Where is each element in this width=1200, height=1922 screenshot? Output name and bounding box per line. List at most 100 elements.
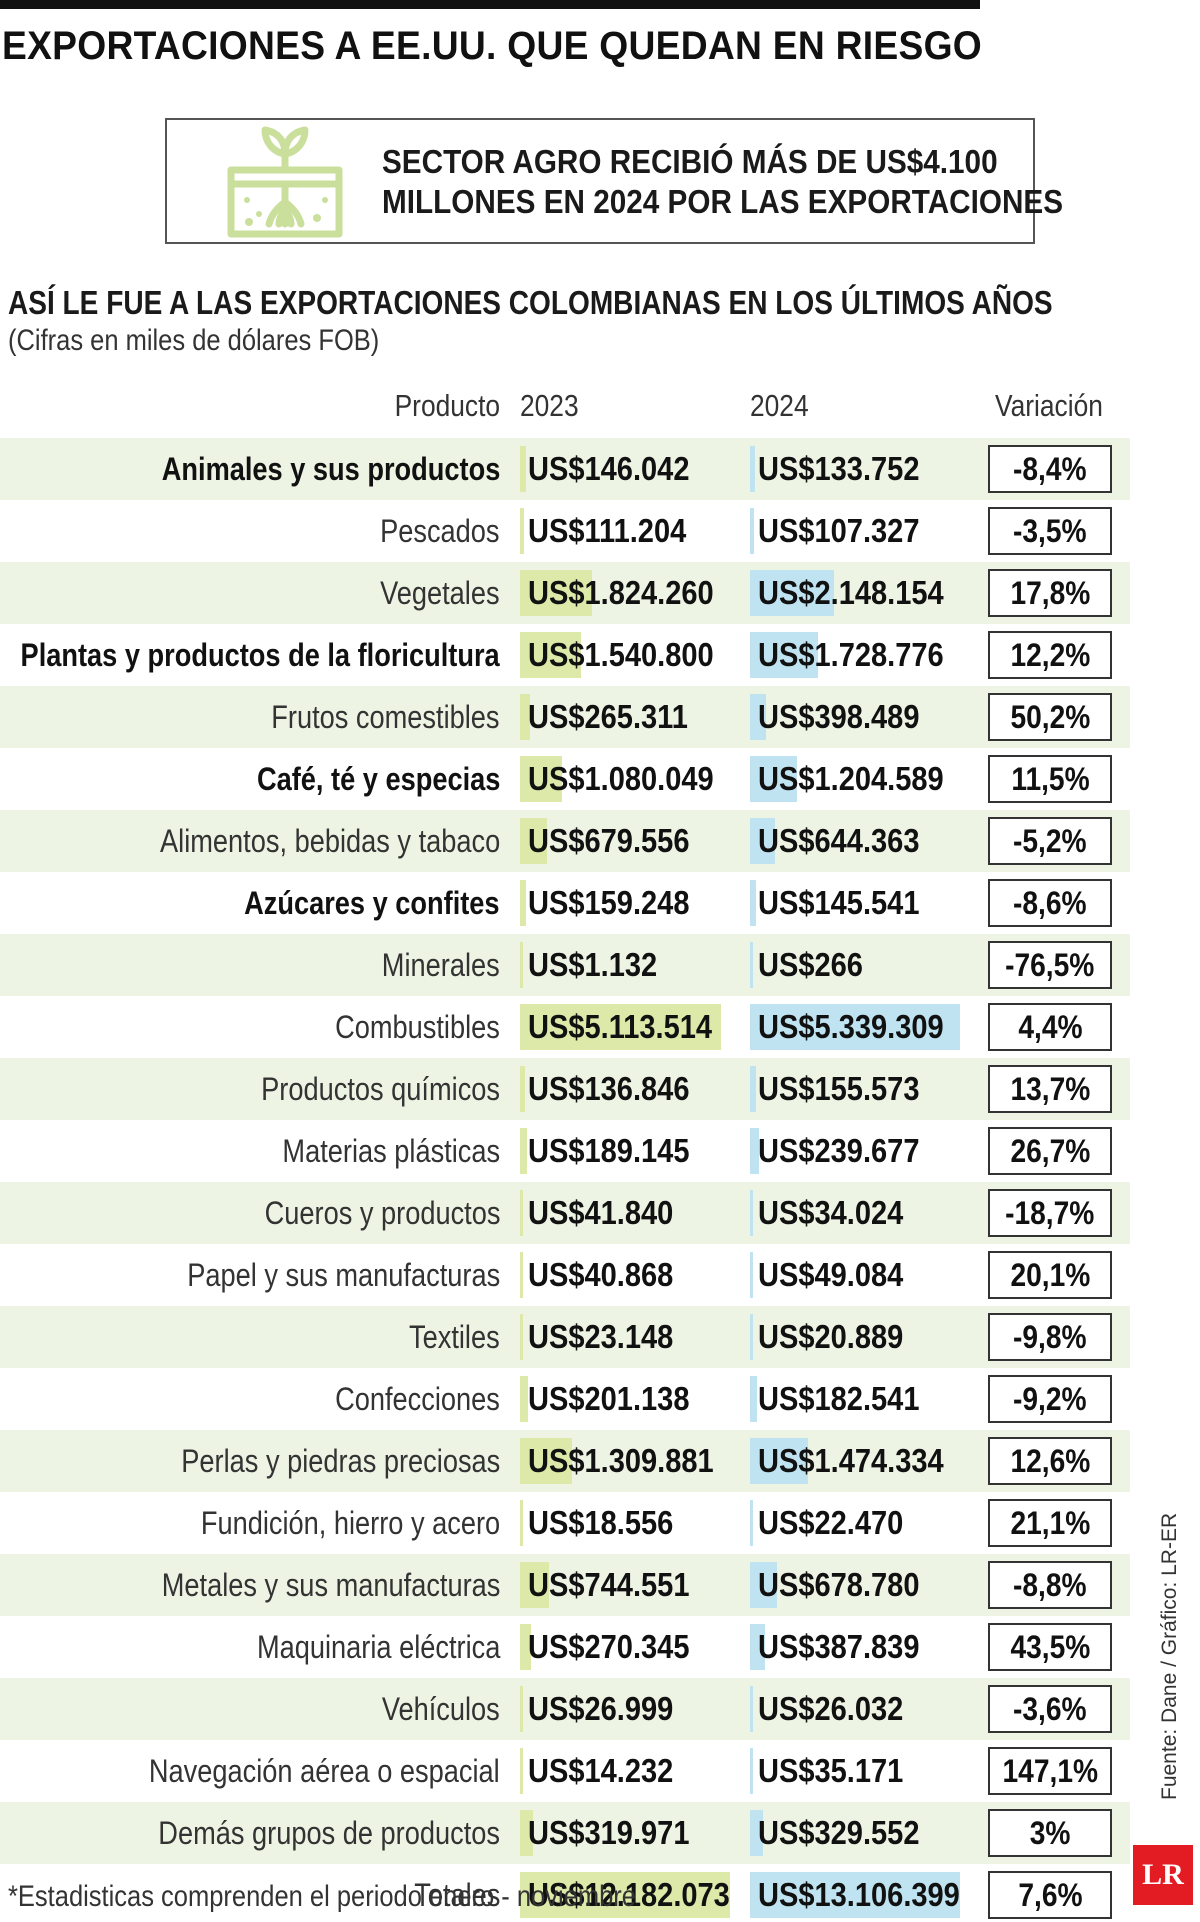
bar-baseline	[750, 1314, 753, 1360]
value-2024: US$266	[758, 946, 863, 983]
column-header-product: Producto	[394, 388, 500, 423]
value-2024: US$239.677	[758, 1132, 920, 1169]
row-product-label: Cueros y productos	[264, 1195, 500, 1231]
variation-value: 50,2%	[1010, 699, 1090, 735]
bar-2024	[750, 508, 755, 554]
bar-2023	[520, 508, 525, 554]
variation-box: -3,5%	[988, 507, 1112, 555]
value-2024: US$20.889	[758, 1318, 904, 1355]
bar-2023	[520, 1810, 533, 1856]
value-2024: US$2.148.154	[758, 574, 944, 611]
variation-box: -9,2%	[988, 1375, 1112, 1423]
value-2024: US$1.474.334	[758, 1442, 944, 1479]
value-2024: US$133.752	[758, 450, 920, 487]
variation-box: 17,8%	[988, 569, 1112, 617]
row-product-label: Fundición, hierro y acero	[200, 1505, 500, 1541]
value-2023: US$136.846	[528, 1070, 690, 1107]
variation-box: -8,4%	[988, 445, 1112, 493]
bar-2024	[750, 1128, 760, 1174]
row-product-label: Navegación aérea o espacial	[149, 1753, 500, 1789]
value-2024: US$155.573	[758, 1070, 920, 1107]
variation-box: 147,1%	[988, 1747, 1112, 1795]
variation-value: 12,2%	[1010, 637, 1090, 673]
column-header-variation: Variación	[995, 388, 1103, 423]
bar-2023	[520, 1376, 528, 1422]
bar-2023	[520, 1190, 522, 1236]
value-2024: US$398.489	[758, 698, 920, 735]
value-2023: US$14.232	[528, 1752, 674, 1789]
value-2023: US$679.556	[528, 822, 690, 859]
value-2023: US$1.540.800	[528, 636, 714, 673]
bar-baseline	[750, 1748, 753, 1794]
bar-2023	[520, 1500, 521, 1546]
variation-box: 20,1%	[988, 1251, 1112, 1299]
variation-box: 26,7%	[988, 1127, 1112, 1175]
value-2024: US$387.839	[758, 1628, 920, 1665]
variation-box: 43,5%	[988, 1623, 1112, 1671]
variation-box: -8,6%	[988, 879, 1112, 927]
lr-logo: LR	[1133, 1845, 1193, 1905]
sprout-in-soil-icon	[227, 126, 343, 238]
table-row	[0, 1554, 1130, 1616]
table-row	[0, 1306, 1130, 1368]
bar-2024	[750, 1624, 766, 1670]
variation-value: -8,8%	[1013, 1567, 1087, 1603]
bar-2023	[520, 570, 592, 616]
table-row	[0, 934, 1130, 996]
row-product-label: Metales y sus manufacturas	[161, 1567, 500, 1603]
row-product-label: Totales	[413, 1877, 500, 1913]
variation-value: 3%	[1029, 1815, 1071, 1851]
value-2024: US$49.084	[758, 1256, 904, 1293]
value-2023: US$23.148	[528, 1318, 674, 1355]
value-2024: US$107.327	[758, 512, 920, 549]
bar-2023	[520, 756, 563, 802]
value-2024: US$34.024	[758, 1194, 904, 1231]
bar-2024	[750, 1252, 752, 1298]
variation-box: 12,6%	[988, 1437, 1112, 1485]
bar-2024	[750, 1562, 777, 1608]
variation-value: -8,6%	[1013, 885, 1087, 921]
bar-2023	[520, 818, 547, 864]
variation-box: 4,4%	[988, 1003, 1112, 1051]
bar-2024	[750, 632, 818, 678]
bar-2023	[520, 632, 581, 678]
variation-value: 7,6%	[1017, 1877, 1083, 1913]
bar-2023	[520, 1252, 522, 1298]
bar-2023	[520, 446, 526, 492]
bar-2024	[750, 756, 798, 802]
variation-box: 13,7%	[988, 1065, 1112, 1113]
row-product-label: Perlas y piedras preciosas	[181, 1443, 500, 1479]
value-2024: US$1.728.776	[758, 636, 944, 673]
row-product-label: Demás grupos de productos	[158, 1815, 500, 1851]
variation-value: 21,1%	[1010, 1505, 1090, 1541]
value-2023: US$319.971	[528, 1814, 690, 1851]
value-2023: US$270.345	[528, 1628, 690, 1665]
bar-baseline	[750, 942, 753, 988]
value-2024: US$329.552	[758, 1814, 920, 1851]
variation-value: 4,4%	[1017, 1009, 1083, 1045]
bar-baseline	[520, 942, 523, 988]
variation-value: -9,8%	[1013, 1319, 1087, 1355]
row-product-label: Confecciones	[335, 1381, 500, 1417]
variation-value: -8,4%	[1013, 451, 1087, 487]
variation-value: 12,6%	[1010, 1443, 1090, 1479]
table-row	[0, 438, 1130, 500]
bar-2024	[750, 818, 776, 864]
main-title: EXPORTACIONES A EE.UU. QUE QUEDAN EN RIE…	[2, 24, 983, 68]
value-2023: US$1.309.881	[528, 1442, 714, 1479]
bar-2024	[750, 1066, 757, 1112]
bar-2023	[520, 694, 531, 740]
top-rule	[0, 0, 980, 9]
value-2023: US$189.145	[528, 1132, 690, 1169]
row-product-label: Vehículos	[382, 1691, 500, 1727]
bar-2024	[750, 1500, 751, 1546]
variation-box: 11,5%	[988, 755, 1112, 803]
bar-2024	[750, 694, 766, 740]
bar-2024	[750, 1748, 752, 1794]
bar-baseline	[520, 1748, 523, 1794]
table-row	[0, 1802, 1130, 1864]
row-product-label: Productos químicos	[261, 1071, 500, 1107]
table-row	[0, 1058, 1130, 1120]
value-2024: US$35.171	[758, 1752, 904, 1789]
row-product-label: Animales y sus productos	[161, 451, 500, 487]
